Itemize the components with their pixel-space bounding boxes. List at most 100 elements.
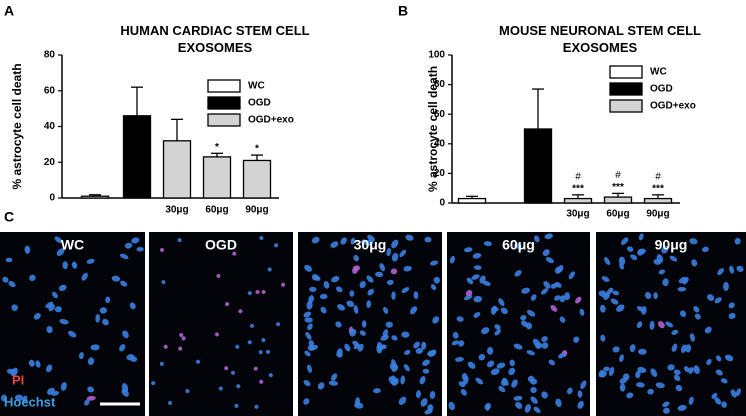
nucleus <box>54 306 62 313</box>
nucleus <box>693 306 700 313</box>
nucleus <box>415 347 423 354</box>
nucleus <box>685 344 692 353</box>
bar <box>122 115 152 199</box>
nucleus <box>247 291 252 296</box>
nucleus <box>729 265 735 274</box>
nucleus <box>304 264 312 272</box>
nucleus <box>683 366 690 373</box>
nucleus <box>1 394 7 402</box>
nucleus <box>579 308 585 316</box>
nucleus <box>658 269 666 275</box>
panel-label: C <box>4 209 14 225</box>
nucleus <box>629 344 636 353</box>
nucleus <box>721 401 727 408</box>
micrograph: OGD <box>149 232 293 416</box>
nucleus <box>728 302 735 309</box>
nucleus <box>230 370 235 375</box>
nucleus <box>379 344 387 350</box>
nucleus <box>432 316 440 324</box>
nucleus <box>29 274 36 282</box>
nucleus <box>604 257 611 266</box>
nucleus <box>677 404 687 411</box>
nucleus <box>663 407 670 414</box>
nucleus <box>353 254 359 262</box>
nucleus <box>119 344 126 352</box>
nucleus <box>555 398 562 408</box>
nucleus <box>598 369 604 378</box>
nucleus <box>33 312 41 320</box>
nucleus <box>52 291 58 299</box>
nucleus <box>508 367 516 376</box>
significance: *** <box>612 182 624 193</box>
nucleus <box>68 330 77 338</box>
nucleus <box>84 399 90 406</box>
nucleus <box>259 379 264 384</box>
legend-label: OGD <box>650 84 673 95</box>
nucleus <box>366 275 374 283</box>
nucleus <box>483 241 492 247</box>
nucleus <box>691 259 698 267</box>
nucleus <box>494 329 501 336</box>
nucleus <box>728 312 736 320</box>
nucleus <box>704 326 712 334</box>
legend-swatch <box>207 113 241 127</box>
nucleus <box>359 330 366 336</box>
nucleus <box>366 300 372 309</box>
nucleus <box>514 243 522 249</box>
nucleus <box>391 335 398 341</box>
nucleus <box>87 357 95 366</box>
nucleus <box>120 280 128 287</box>
nucleus <box>530 378 538 385</box>
nucleus <box>689 238 698 245</box>
nucleus <box>59 318 69 325</box>
nucleus <box>449 255 456 264</box>
nucleus <box>405 234 414 241</box>
nucleus <box>307 323 313 331</box>
significance: # <box>615 170 621 181</box>
nucleus <box>35 360 41 368</box>
significance: * <box>215 142 219 153</box>
nucleus <box>610 298 619 305</box>
nucleus <box>323 281 330 289</box>
nucleus <box>391 252 399 262</box>
nucleus <box>473 311 481 318</box>
nucleus <box>391 364 399 372</box>
nucleus <box>62 261 68 270</box>
nucleus <box>331 276 340 283</box>
stain-label: Hoechst <box>4 394 56 409</box>
nucleus <box>734 237 741 245</box>
nucleus <box>422 368 430 374</box>
nucleus <box>463 247 473 253</box>
nucleus <box>90 344 100 351</box>
nucleus <box>671 343 678 352</box>
nucleus <box>305 332 312 340</box>
nucleus <box>181 336 186 341</box>
nucleus <box>433 276 440 284</box>
nucleus <box>711 392 718 399</box>
nucleus <box>373 388 381 394</box>
nucleus <box>577 390 583 398</box>
nucleus <box>502 377 509 386</box>
nucleus <box>603 366 610 372</box>
y-tick-label: 60 <box>44 85 56 96</box>
nucleus <box>330 241 339 248</box>
nucleus <box>636 321 643 329</box>
bar <box>563 197 593 204</box>
nucleus <box>78 352 84 360</box>
nucleus <box>530 396 538 404</box>
nucleus <box>267 267 272 272</box>
nucleus <box>580 380 587 389</box>
nucleus <box>160 247 165 252</box>
x-tick-label: 90μg <box>245 205 268 216</box>
nucleus <box>557 265 564 273</box>
nucleus <box>102 318 109 326</box>
nucleus <box>383 306 389 314</box>
nucleus <box>681 344 687 353</box>
nucleus <box>673 374 681 382</box>
nucleus <box>481 327 490 335</box>
nucleus <box>600 334 606 342</box>
nucleus <box>638 348 647 355</box>
nucleus <box>353 305 359 314</box>
nucleus <box>662 401 670 408</box>
nucleus <box>623 373 630 381</box>
